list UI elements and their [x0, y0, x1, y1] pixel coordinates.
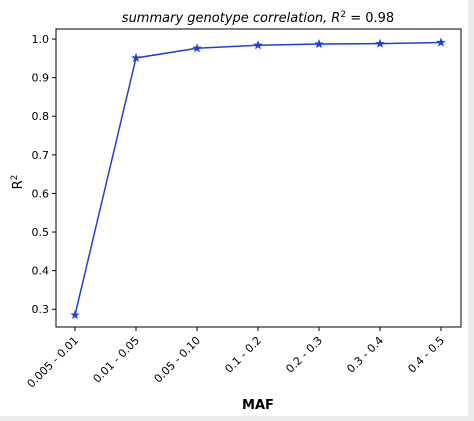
data-point-star	[314, 38, 324, 49]
data-point-star	[192, 43, 202, 53]
x-tick-label: 0.005 - 0.01	[25, 334, 82, 391]
y-tick-label: 0.6	[32, 187, 50, 200]
y-tick-label: 0.3	[32, 303, 50, 316]
plot-frame	[55, 28, 462, 328]
y-tick-label: 1.0	[32, 33, 50, 46]
y-tick-label: 0.4	[32, 265, 50, 278]
y-tick-label: 0.8	[32, 110, 50, 123]
plot-area	[70, 37, 446, 320]
x-axis: 0.005 - 0.01 0.01 - 0.05 0.05 - 0.10 0.1 - …	[25, 327, 447, 391]
x-tick-label: 0.1 - 0.2	[222, 334, 264, 376]
data-point-star	[131, 52, 141, 63]
data-point-star	[253, 40, 263, 50]
y-tick-label: 0.9	[32, 72, 50, 85]
data-point-star	[436, 37, 446, 47]
x-axis-label: MAF	[242, 398, 274, 413]
y-axis-label: R2	[10, 175, 26, 190]
y-axis: 0.3 0.4 0.5 0.6 0.7 0.8 0.9 1.0	[32, 33, 56, 316]
series-line	[74, 41, 442, 316]
x-tick-label: 0.01 - 0.05	[91, 334, 143, 386]
x-tick-label: 0.2 - 0.3	[283, 334, 325, 376]
y-tick-label: 0.5	[32, 226, 50, 239]
line-chart: summary genotype correlation, R2 = 0.98 0…	[10, 10, 462, 413]
x-tick-label: 0.4 - 0.5	[405, 334, 447, 376]
x-tick-label: 0.05 - 0.10	[152, 334, 204, 386]
x-tick-label: 0.3 - 0.4	[344, 334, 386, 376]
chart-title: summary genotype correlation, R2 = 0.98	[122, 10, 394, 26]
y-tick-label: 0.7	[32, 149, 50, 162]
data-point-star	[70, 309, 80, 320]
data-point-star	[375, 38, 385, 48]
figure: summary genotype correlation, R2 = 0.98 0…	[0, 0, 468, 416]
